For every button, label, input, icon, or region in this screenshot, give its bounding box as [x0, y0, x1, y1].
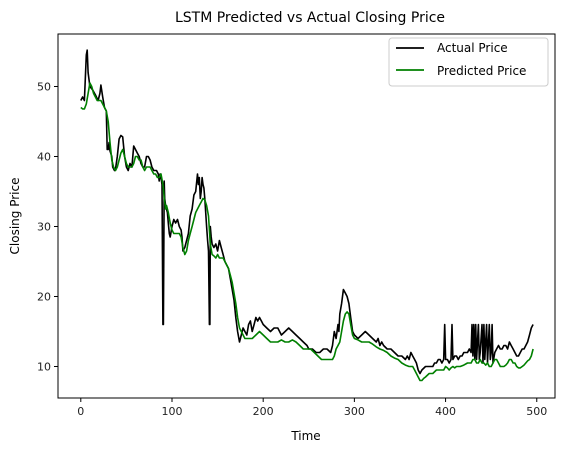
plot-frame: [57, 33, 556, 399]
y-tick-label: 50: [37, 81, 51, 94]
chart-title: LSTM Predicted vs Actual Closing Price: [175, 10, 445, 26]
x-axis-ticks: 0 100 200 300 400 500: [77, 398, 547, 418]
x-tick-label: 300: [344, 405, 365, 418]
legend-label-predicted: Predicted Price: [437, 64, 526, 78]
x-tick-label: 0: [77, 405, 84, 418]
legend-label-actual: Actual Price: [437, 41, 508, 55]
y-tick-label: 40: [37, 151, 51, 164]
y-tick-label: 10: [37, 361, 51, 374]
x-axis-label: Time: [290, 429, 320, 443]
legend: Actual Price Predicted Price: [388, 37, 549, 87]
y-axis-ticks: 10 20 30 40 50: [37, 81, 58, 374]
series-lines: [80, 49, 534, 382]
x-tick-label: 200: [253, 405, 274, 418]
y-axis-label: Closing Price: [8, 178, 22, 255]
series-line-actual: [80, 49, 534, 375]
x-tick-label: 400: [435, 405, 456, 418]
x-tick-label: 500: [526, 405, 547, 418]
x-tick-label: 100: [161, 405, 182, 418]
y-tick-label: 30: [37, 221, 51, 234]
legend-box: [388, 37, 549, 87]
series-line-predicted: [80, 82, 534, 382]
y-tick-label: 20: [37, 291, 51, 304]
